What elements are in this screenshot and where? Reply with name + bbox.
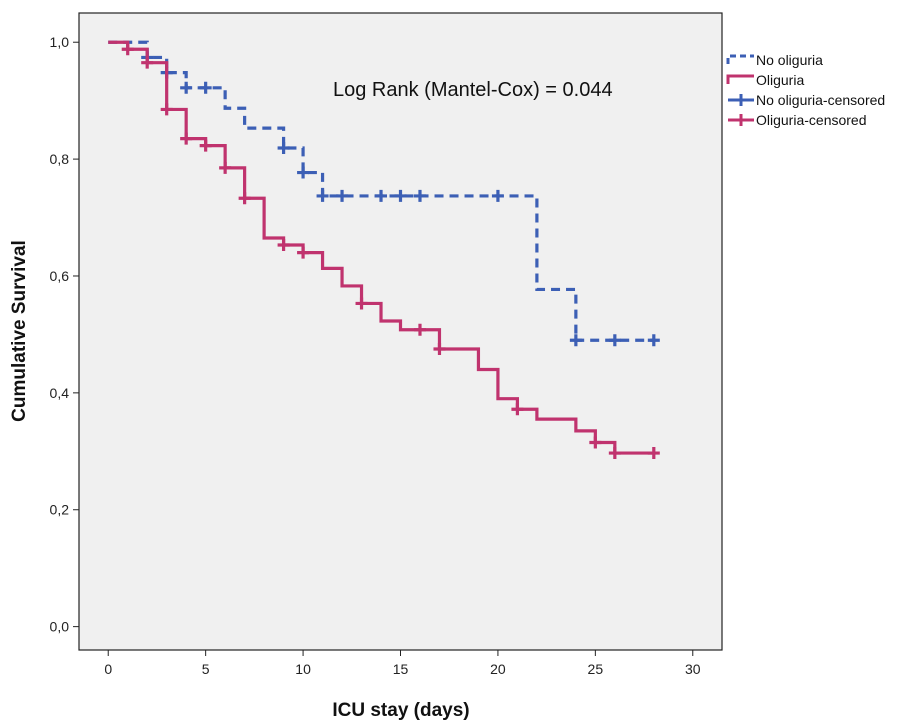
legend-label: No oliguria-censored — [756, 92, 885, 108]
censor-mark-oliguria — [277, 239, 290, 252]
legend: No oliguria Oliguria No oliguria-censored O… — [726, 52, 885, 128]
censor-mark-oliguria — [238, 192, 251, 205]
legend-item-no-oliguria: No oliguria — [726, 52, 823, 68]
censor-mark-oliguria — [219, 161, 232, 174]
y-tick-label: 0,6 — [50, 268, 70, 284]
x-tick-label: 0 — [104, 661, 112, 677]
censor-mark-oliguria — [160, 103, 173, 116]
censor-mark-no-oliguria — [180, 81, 193, 94]
legend-label: Oliguria — [756, 72, 804, 88]
y-axis-label: Cumulative Survival — [9, 240, 30, 422]
censor-mark-no-oliguria — [413, 189, 426, 202]
censor-mark-oliguria — [355, 297, 368, 310]
censor-mark-no-oliguria — [336, 189, 349, 202]
y-tick-label: 1,0 — [50, 34, 70, 50]
axes: 0 5 10 15 20 25 30 0,0 0,2 0,4 0,6 0,8 1,0 — [50, 34, 701, 677]
censor-mark-no-oliguria — [491, 189, 504, 202]
censor-mark-oliguria — [608, 447, 621, 460]
legend-swatch — [728, 94, 754, 106]
censor-mark-no-oliguria — [647, 334, 660, 347]
x-tick-label: 5 — [202, 661, 210, 677]
x-axis-label: ICU stay (days) — [332, 700, 469, 721]
censor-mark-no-oliguria — [375, 189, 388, 202]
x-tick-label: 10 — [295, 661, 311, 677]
censor-mark-oliguria — [647, 447, 660, 460]
legend-swatch — [726, 54, 754, 64]
legend-item-oliguria: Oliguria — [726, 72, 804, 88]
censor-mark-oliguria — [413, 323, 426, 336]
x-tick-label: 25 — [588, 661, 604, 677]
legend-label: Oliguria-censored — [756, 112, 867, 128]
legend-swatch — [728, 114, 754, 126]
y-tick-label: 0,0 — [50, 619, 70, 635]
legend-label: No oliguria — [756, 52, 823, 68]
censor-mark-no-oliguria — [277, 141, 290, 154]
censor-mark-no-oliguria — [316, 189, 329, 202]
censor-mark-no-oliguria — [569, 334, 582, 347]
y-tick-label: 0,4 — [50, 385, 70, 401]
censor-mark-oliguria — [433, 343, 446, 356]
censor-mark-oliguria — [199, 139, 212, 152]
legend-item-oliguria-censored: Oliguria-censored — [728, 112, 867, 128]
censor-mark-oliguria — [141, 56, 154, 69]
censor-mark-oliguria — [589, 436, 602, 449]
x-tick-label: 20 — [490, 661, 506, 677]
censor-mark-oliguria — [511, 403, 524, 416]
x-tick-label: 15 — [393, 661, 409, 677]
censor-mark-oliguria — [121, 43, 134, 56]
annotation-logrank: Log Rank (Mantel-Cox) = 0.044 — [333, 79, 613, 101]
censor-mark-no-oliguria — [199, 81, 212, 94]
series-layer — [108, 40, 660, 460]
censor-mark-no-oliguria — [394, 189, 407, 202]
legend-swatch — [726, 74, 754, 84]
y-tick-label: 0,8 — [50, 151, 70, 167]
censor-mark-oliguria — [180, 132, 193, 145]
censor-mark-oliguria — [297, 246, 310, 259]
legend-item-no-oliguria-censored: No oliguria-censored — [728, 92, 885, 108]
censor-mark-no-oliguria — [608, 334, 621, 347]
x-tick-label: 30 — [685, 661, 701, 677]
censor-mark-no-oliguria — [297, 166, 310, 179]
y-tick-label: 0,2 — [50, 502, 70, 518]
